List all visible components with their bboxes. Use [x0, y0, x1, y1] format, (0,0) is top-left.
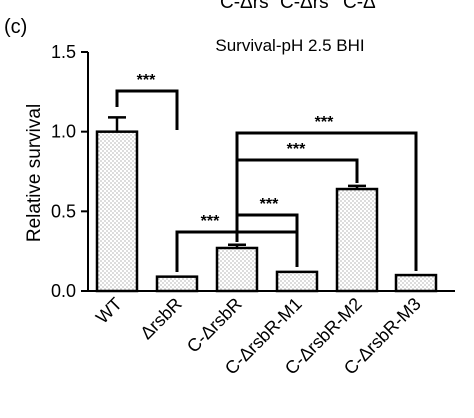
bars: [95, 116, 438, 293]
y-tick-label: 1.0: [51, 122, 76, 142]
cropped-label-1: C-Δrs: [220, 0, 269, 13]
y-axis-label: Relative survival: [24, 104, 45, 242]
cropped-label-3: C-Δ: [343, 0, 376, 13]
significance-label: ***: [201, 213, 220, 230]
bar: [155, 275, 199, 293]
significance-brackets: *** *** *** *** ***: [115, 72, 418, 272]
x-tick-label: ΔrsbR: [136, 294, 186, 344]
y-ticks: 0.0 0.5 1.0 1.5: [51, 42, 88, 301]
bar: [394, 273, 438, 293]
x-tick-label: WT: [92, 294, 126, 328]
significance-label: ***: [260, 196, 279, 213]
significance-label: ***: [315, 114, 334, 131]
bar: [215, 246, 259, 293]
significance-bracket: [115, 89, 179, 130]
chart-title: Survival-pH 2.5 BHI: [215, 36, 364, 55]
axes: [87, 52, 455, 292]
cropped-label-2: C-Δrs: [280, 0, 329, 13]
bar: [335, 187, 379, 293]
y-tick-label: 1.5: [51, 42, 76, 62]
significance-bracket: [175, 230, 299, 272]
x-tick-label: C-ΔrsbR: [183, 294, 246, 357]
bar: [275, 270, 319, 293]
significance-label: ***: [137, 72, 156, 89]
panel-label: (c): [4, 16, 27, 38]
significance-label: ***: [287, 141, 306, 158]
y-tick-label: 0.5: [51, 201, 76, 221]
significance-bracket: [235, 158, 359, 240]
x-tick-labels: WT ΔrsbRC-ΔrsbRC-ΔrsbR-M1C-ΔrsbR-M2C-Δrsb…: [92, 294, 425, 379]
bar: [95, 130, 139, 293]
y-tick-label: 0.0: [51, 281, 76, 301]
